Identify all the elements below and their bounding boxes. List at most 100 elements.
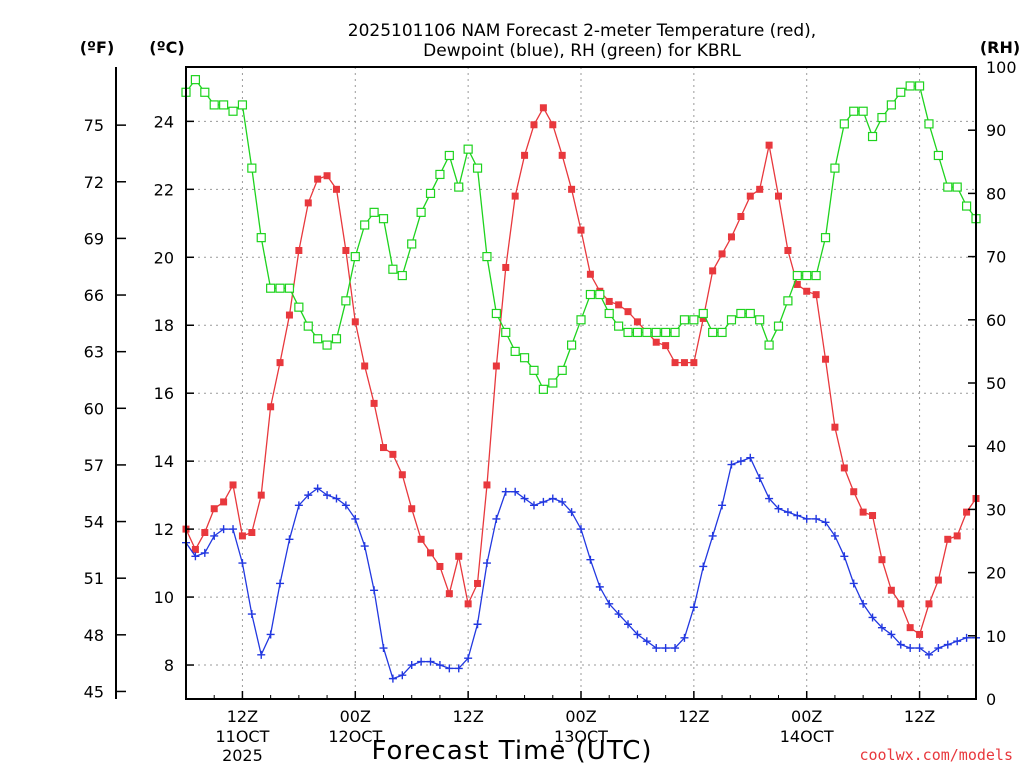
rh-point <box>632 327 643 338</box>
temperature-point <box>727 233 735 241</box>
temperature-point <box>530 121 538 129</box>
rh-point <box>642 327 652 338</box>
x-tick-date: 13OCT <box>554 727 608 746</box>
rh-point <box>820 233 831 243</box>
rh-point <box>266 283 276 293</box>
dewpoint-point <box>859 599 868 608</box>
rh-point <box>914 81 925 91</box>
rh-point <box>849 106 859 116</box>
dewpoint-point <box>783 508 792 517</box>
temperature-point <box>408 505 416 513</box>
temperature-point <box>361 362 369 370</box>
x-tick-date: 12OCT <box>328 727 382 746</box>
dewpoint-point <box>341 501 350 510</box>
temperature-point <box>690 359 698 367</box>
rh-point <box>566 340 577 350</box>
dewpoint-point <box>924 650 933 659</box>
temperature-point <box>718 250 726 258</box>
rh-tick-label: 70 <box>986 248 1006 267</box>
dewpoint-point <box>727 460 736 469</box>
temperature-point <box>370 399 378 407</box>
rh-point <box>839 119 849 129</box>
dewpoint-point <box>266 630 275 639</box>
dewpoint-point <box>388 674 397 683</box>
rh-tick-label: 90 <box>986 121 1006 140</box>
dewpoint-point <box>332 494 341 503</box>
rh-point <box>322 340 332 350</box>
dewpoint-point <box>370 586 379 595</box>
series-rh <box>181 75 981 394</box>
series-dewpoint <box>182 453 980 683</box>
temperature-point <box>925 600 933 608</box>
rh-point <box>237 100 248 110</box>
dewpoint-point <box>558 497 567 506</box>
rh-tick-label: 30 <box>986 500 1006 519</box>
dewpoint-point <box>718 501 727 510</box>
x-tick-label: 12Z <box>227 707 258 726</box>
dewpoint-point <box>746 453 755 462</box>
celsius-tick-label: 12 <box>154 520 174 539</box>
temperature-point <box>220 498 228 506</box>
fahrenheit-tick-label: 48 <box>84 626 104 645</box>
rh-point <box>294 302 304 312</box>
chart-title-line1: 2025101106 NAM Forecast 2-meter Temperat… <box>348 21 816 41</box>
rh-point <box>454 182 464 192</box>
rh-point <box>284 283 295 293</box>
rh-point <box>726 315 737 325</box>
grid-lines <box>186 67 976 699</box>
rh-point <box>388 264 398 274</box>
rh-point <box>219 100 229 110</box>
temperature-point <box>417 535 425 543</box>
dewpoint-point <box>285 535 294 544</box>
dewpoint-point <box>887 630 896 639</box>
temperature-point <box>652 338 660 346</box>
celsius-tick-label: 10 <box>154 588 174 607</box>
temperature-point <box>709 267 717 275</box>
temperature-point <box>295 246 303 254</box>
dewpoint-point <box>896 640 905 649</box>
temperature-point <box>784 246 792 254</box>
rh-point <box>360 220 370 230</box>
temperature-point <box>267 403 275 411</box>
temperature-point <box>793 280 801 288</box>
temperature-point <box>934 576 942 584</box>
dewpoint-point <box>934 644 943 653</box>
temperature-point <box>558 151 566 159</box>
rh-point <box>303 321 313 331</box>
dewpoint-point <box>219 525 228 534</box>
dewpoint-point <box>877 623 886 632</box>
rh-point <box>538 384 548 394</box>
temperature-point <box>624 308 632 316</box>
dewpoint-line <box>185 456 976 680</box>
temperature-point <box>671 359 679 367</box>
rh-point <box>341 296 351 306</box>
dewpoint-point <box>238 559 247 568</box>
temperature-point <box>859 508 867 516</box>
dewpoint-point <box>915 644 924 653</box>
dewpoint-point <box>200 548 209 557</box>
rh-point <box>661 327 671 338</box>
axis-layer: 8 10 12 14 16 18 20 22 24 45 48 51 54 57 60 63 66 69 72 75 0… <box>84 58 1017 765</box>
dewpoint-point <box>699 562 708 571</box>
rh-point <box>416 207 426 217</box>
rh-point <box>595 289 605 300</box>
rh-point <box>877 112 887 123</box>
dewpoint-point <box>567 508 576 517</box>
x-tick-year: 2025 <box>222 746 263 765</box>
dewpoint-point <box>247 610 256 619</box>
temperature-point <box>427 549 435 557</box>
dewpoint-point <box>642 637 651 646</box>
rh-point <box>943 182 953 192</box>
rh-point <box>585 289 596 300</box>
dewpoint-point <box>812 514 821 523</box>
dewpoint-point <box>953 637 962 646</box>
temperature-point <box>803 287 811 295</box>
dewpoint-point <box>680 633 689 642</box>
dewpoint-point <box>482 559 491 568</box>
rh-point <box>275 283 285 293</box>
temperature-point <box>445 590 453 598</box>
temperature-point <box>765 141 773 149</box>
rh-point <box>811 270 821 281</box>
rh-point <box>783 296 793 306</box>
dewpoint-point <box>426 657 435 666</box>
